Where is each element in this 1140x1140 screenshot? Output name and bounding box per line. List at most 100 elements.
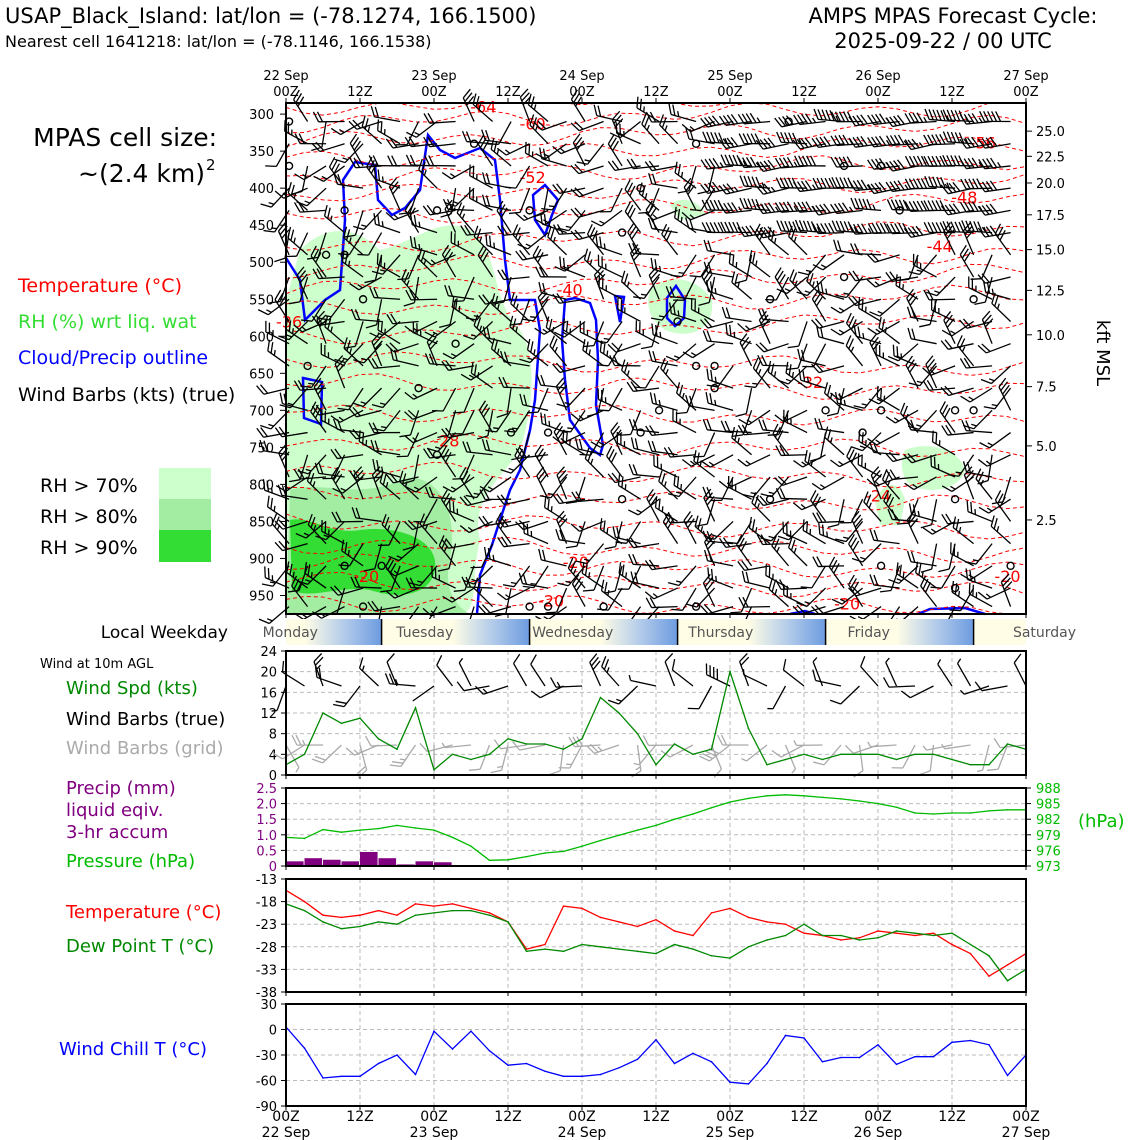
barb-full (310, 516, 316, 528)
temperature-line-point (636, 925, 639, 928)
barb-shaft (751, 502, 771, 522)
barb-shaft (690, 120, 715, 133)
barb-half (624, 307, 626, 313)
barb-full (545, 611, 557, 614)
barb-shaft (788, 236, 808, 256)
barb-half (761, 182, 765, 188)
barb-full (742, 596, 749, 608)
barb-shaft (495, 409, 512, 433)
profile-barb-calm (673, 317, 682, 326)
barb-full (278, 426, 287, 437)
barb-half (875, 328, 881, 333)
barb-shaft (358, 440, 382, 456)
temperature-contour (285, 351, 1027, 376)
barb-half (291, 129, 293, 136)
profile-barb (388, 543, 420, 562)
barb-full (490, 138, 495, 150)
barb-shaft (683, 520, 697, 544)
barb-full (298, 133, 305, 144)
barb-shaft (919, 254, 938, 275)
barb-full (616, 431, 618, 444)
barb-full (764, 202, 772, 213)
barb-shaft (818, 365, 845, 374)
barb-full (757, 308, 764, 320)
pressure-line-point (451, 836, 454, 839)
barb-full (429, 340, 439, 350)
barb-shaft (444, 208, 457, 233)
profile-barb (776, 276, 808, 295)
barb-full (848, 180, 856, 191)
profile-barb (343, 226, 364, 256)
barb-full (813, 108, 819, 120)
barb-shaft (381, 524, 401, 545)
barb-full (870, 466, 880, 476)
barb-shaft (463, 387, 475, 413)
barb-half (361, 357, 367, 361)
barb-full (606, 445, 613, 457)
profile-barb (755, 137, 789, 150)
barb-full (424, 331, 436, 338)
barb-full (478, 516, 486, 527)
hpa-tick-label: 550 (249, 293, 274, 308)
barb-full (389, 472, 398, 483)
barb-shaft (725, 543, 752, 549)
barb-full (353, 359, 365, 364)
barb-full (731, 202, 739, 213)
barb-full (428, 155, 435, 166)
barb-full (327, 207, 331, 219)
barb-shaft (731, 437, 753, 456)
barb-full (885, 181, 893, 192)
barb-full (476, 435, 489, 440)
barb-shaft (919, 365, 938, 387)
barb-full (539, 473, 548, 484)
barb-full (856, 223, 864, 234)
barb-full (481, 129, 486, 141)
barb-full (761, 355, 768, 366)
barb-half (534, 125, 539, 132)
barb-shaft (416, 120, 438, 138)
barb-full (445, 360, 453, 371)
barb-full (752, 252, 756, 264)
cell-size-value: ~(2.4 km) (78, 159, 205, 188)
barb-shaft (629, 252, 642, 278)
barb-full (315, 141, 325, 151)
barb-full (352, 406, 361, 417)
barb-full (842, 156, 850, 167)
barb-shaft (770, 520, 790, 542)
pressure-tick-label: 976 (1036, 844, 1061, 859)
profile-barb (704, 549, 734, 567)
profile-barb (385, 209, 419, 221)
true-barb (959, 685, 990, 695)
profile-barb (767, 227, 789, 256)
profile-barb (469, 164, 493, 189)
barb-full (706, 280, 710, 292)
barb-full (858, 430, 861, 442)
barb-half (772, 573, 774, 580)
barb-full (706, 131, 712, 143)
barb-full (896, 522, 909, 525)
wind-speed-line-point (840, 753, 842, 756)
barb-full (357, 253, 369, 256)
barb-full (866, 253, 876, 263)
wind-speed-line-point (1006, 743, 1009, 745)
barb-full (687, 184, 696, 195)
profile-barb (737, 560, 771, 572)
barb-full (825, 109, 831, 121)
barb-shaft (472, 103, 494, 123)
y-tick-label: 0.5 (256, 844, 277, 859)
barb-full (663, 447, 671, 458)
barb-half (785, 378, 792, 382)
barb-full (656, 456, 659, 468)
profile-barb (604, 565, 623, 594)
barb-full (813, 292, 822, 303)
barb-shaft (878, 387, 900, 405)
profile-barb (774, 475, 808, 487)
wind-chill-line-point (525, 1062, 528, 1065)
barb-half (978, 117, 983, 123)
barb-full (774, 414, 785, 423)
barb-full (872, 470, 881, 480)
barb-full (860, 179, 868, 190)
barb-full (372, 422, 379, 433)
barb-full (626, 538, 634, 549)
barb-shaft (334, 363, 346, 389)
